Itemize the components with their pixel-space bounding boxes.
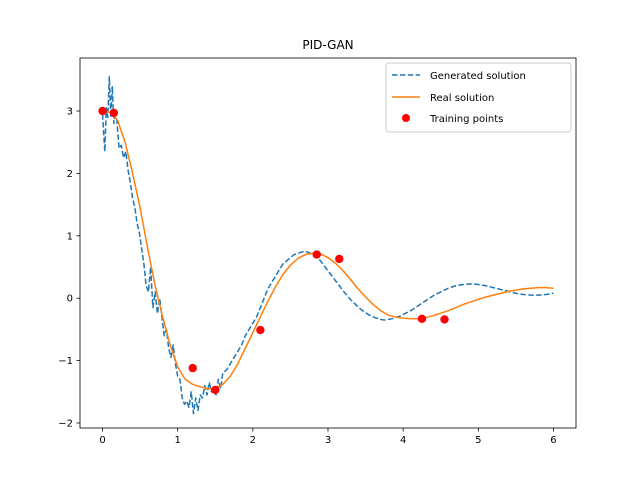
legend-training-label: Training points	[429, 114, 503, 125]
y-tick-label: 1	[67, 231, 73, 242]
legend-real-label: Real solution	[430, 93, 494, 104]
x-tick-label: 3	[325, 435, 331, 446]
legend: Generated solution Real solution Trainin…	[385, 62, 572, 133]
training-points-layer	[98, 106, 449, 395]
x-tick-label: 5	[475, 435, 481, 446]
x-tick-label: 1	[175, 435, 181, 446]
training-point	[188, 363, 197, 373]
chart-title: PID-GAN	[302, 38, 353, 52]
legend-training-swatch	[402, 114, 410, 122]
training-point	[417, 314, 427, 324]
legend-generated-label: Generated solution	[430, 71, 526, 82]
y-tick-label: 0	[67, 294, 73, 305]
training-point	[109, 108, 119, 118]
x-tick-label: 6	[550, 435, 556, 446]
y-tick-label: −1	[58, 356, 73, 367]
x-tick-label: 4	[400, 435, 406, 446]
y-tick-label: 2	[67, 169, 73, 180]
training-point	[256, 325, 265, 335]
series-layer	[101, 75, 554, 415]
real-solution-line	[102, 110, 554, 390]
generated-solution-line	[101, 75, 554, 415]
y-tick-label: 3	[67, 107, 73, 118]
x-tick-label: 2	[250, 435, 256, 446]
training-point	[211, 385, 220, 395]
y-axis: −2 −1 0 1 2 3	[58, 107, 80, 430]
training-point	[312, 250, 321, 259]
y-tick-label: −2	[58, 419, 73, 430]
training-point	[335, 254, 344, 264]
training-point	[98, 106, 107, 116]
legend-box	[385, 62, 572, 133]
x-axis: 0 1 2 3 4 5 6	[99, 428, 557, 446]
training-point	[440, 315, 449, 324]
x-tick-label: 0	[99, 435, 105, 446]
